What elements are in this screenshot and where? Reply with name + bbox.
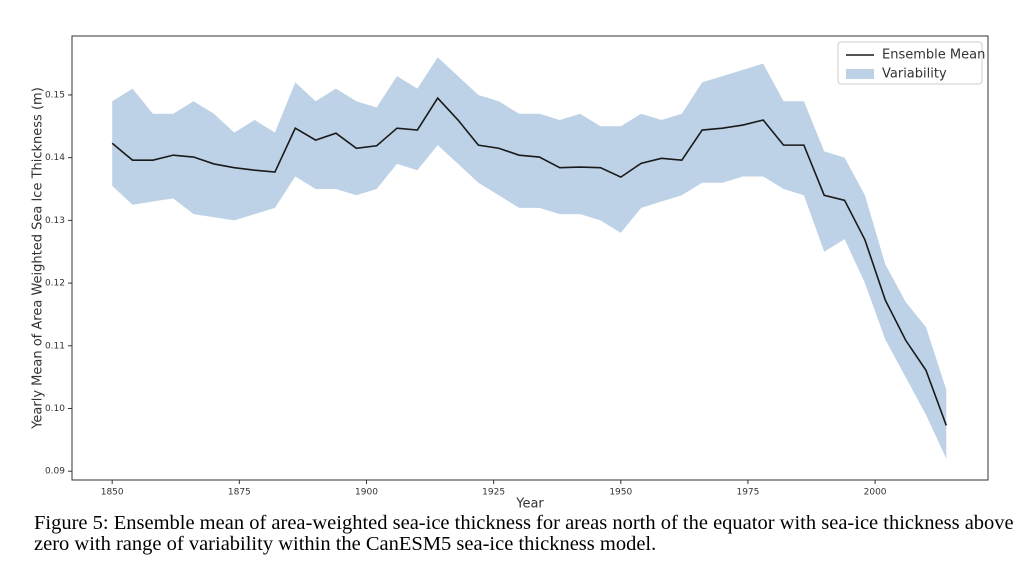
x-tick-label: 1900 (355, 488, 378, 498)
chart: Year Yearly Mean of Area Weighted Sea Ic… (31, 35, 989, 511)
y-tick-label: 0.13 (45, 216, 65, 226)
variability-band (112, 57, 947, 459)
x-tick-label: 2000 (864, 488, 887, 498)
x-tick-label: 1975 (736, 488, 759, 498)
x-tick-label: 1850 (101, 488, 124, 498)
y-tick-label: 0.15 (45, 90, 65, 100)
x-tick-label: 1925 (482, 488, 505, 498)
y-tick-label: 0.14 (45, 153, 65, 163)
y-tick-label: 0.12 (45, 279, 65, 289)
y-tick-label: 0.09 (45, 467, 65, 477)
legend-label: Variability (882, 67, 947, 82)
mean-line (111, 96, 948, 426)
x-tick-label: 1875 (228, 488, 251, 498)
x-tick-label: 1950 (609, 488, 632, 498)
caption: Figure 5: Ensemble mean of area-weighted… (34, 512, 1014, 555)
legend-label: Ensemble Mean (882, 48, 985, 63)
legend-swatch (846, 69, 874, 79)
y-tick-label: 0.11 (45, 341, 65, 351)
plot-frame (71, 35, 989, 481)
y-axis-label: Yearly Mean of Area Weighted Sea Ice Thi… (31, 87, 46, 430)
x-axis-label: Year (515, 497, 544, 511)
y-tick-label: 0.10 (45, 404, 65, 414)
